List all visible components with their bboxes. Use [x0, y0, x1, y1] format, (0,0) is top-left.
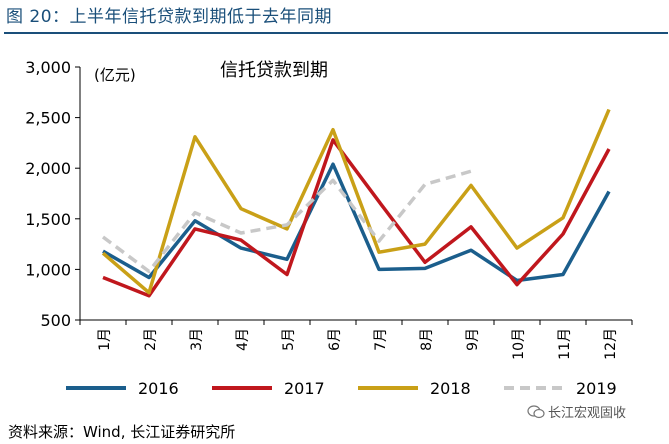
x-tick-label: 9月 — [465, 328, 481, 351]
x-tick-label: 4月 — [235, 328, 251, 351]
title-divider — [4, 32, 668, 34]
legend-label-2016: 2016 — [138, 379, 179, 398]
series-line-2017 — [102, 138, 611, 298]
y-unit-label: (亿元) — [94, 66, 136, 84]
y-tick-label: 2,500 — [25, 109, 71, 128]
series-line-2016 — [102, 162, 611, 283]
legend-label-2018: 2018 — [430, 379, 471, 398]
source-note: 资料来源：Wind, 长江证券研究所 — [8, 423, 236, 441]
y-tick-label: 500 — [40, 311, 71, 330]
y-tick-label: 1,000 — [25, 260, 71, 279]
x-tick-label: 12月 — [603, 328, 619, 360]
x-tick-label: 3月 — [189, 328, 205, 351]
x-tick-label: 1月 — [97, 328, 113, 351]
legend-label-2019: 2019 — [576, 379, 617, 398]
x-tick-label: 7月 — [373, 328, 389, 351]
y-tick-label: 2,000 — [25, 159, 71, 178]
y-tick-label: 1,500 — [25, 210, 71, 229]
x-tick-label: 6月 — [327, 328, 343, 351]
x-tick-label: 11月 — [557, 328, 573, 360]
x-tick-label: 10月 — [511, 328, 527, 360]
watermark-text: 长江宏观固收 — [548, 406, 627, 421]
wechat-icon — [527, 404, 545, 418]
watermark: 长江宏观固收 — [527, 402, 626, 421]
x-tick-label: 8月 — [419, 328, 435, 351]
chart-title: 信托贷款到期 — [220, 60, 328, 81]
x-tick-label: 2月 — [143, 328, 159, 351]
x-tick-label: 5月 — [281, 328, 297, 351]
legend-label-2017: 2017 — [284, 379, 325, 398]
series-line-2018 — [101, 108, 611, 295]
series-line-2019 — [101, 169, 472, 274]
y-tick-label: 3,000 — [25, 58, 71, 77]
figure-title: 图 20：上半年信托贷款到期低于去年同期 — [6, 7, 333, 27]
